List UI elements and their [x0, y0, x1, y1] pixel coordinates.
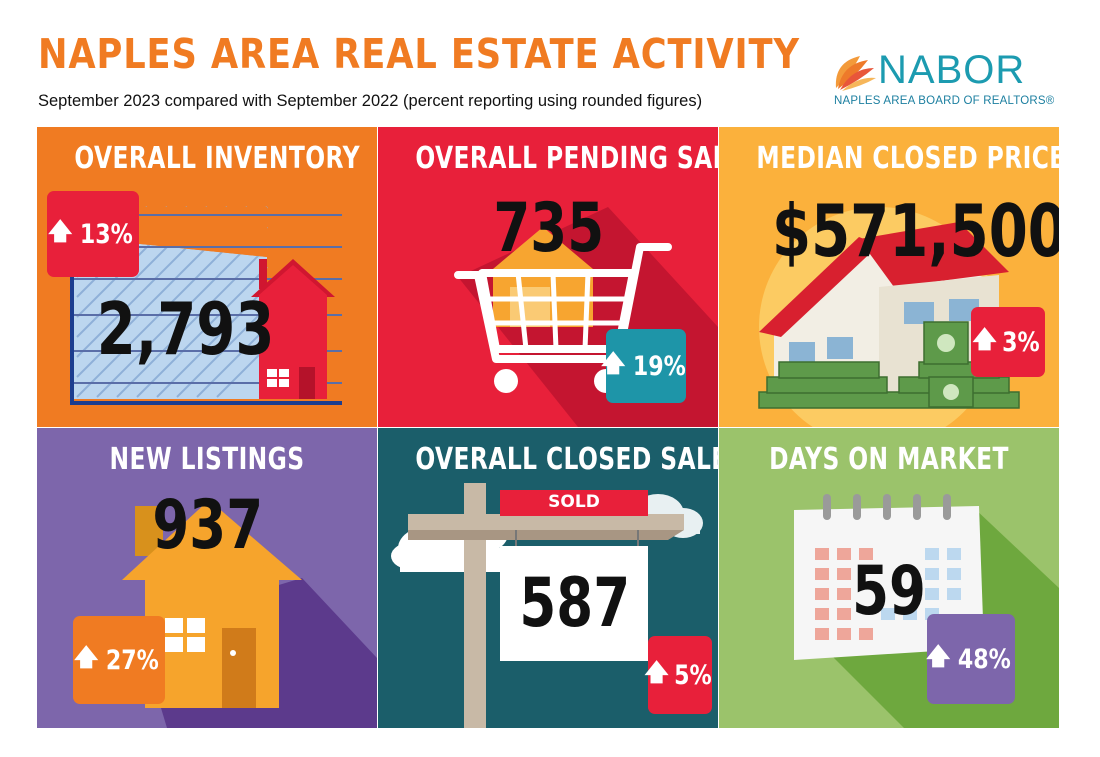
- panel-new-listings: NEW LISTINGS 937 🡅 27%: [37, 428, 377, 728]
- panel-value: 587: [519, 564, 631, 643]
- sold-sign-icon: [391, 483, 703, 728]
- logo-tagline: NAPLES AREA BOARD OF REALTORS®: [834, 95, 1055, 107]
- panel-title: NEW LISTINGS: [109, 442, 305, 477]
- change-value: 48%: [957, 643, 1011, 675]
- house-icon: [122, 500, 377, 728]
- arrow-up-icon: 🡅: [600, 348, 626, 377]
- shell-icon: [835, 56, 876, 91]
- change-badge: 🡅 48%: [925, 614, 1015, 704]
- panel-days-on-market: DAYS ON MARKET 59 🡅 48%: [719, 428, 1059, 728]
- panel-title: OVERALL CLOSED SALES: [415, 442, 718, 477]
- panel-value: 59: [852, 552, 926, 631]
- nabor-logo: NABOR NAPLES AREA BOARD OF REALTORS®: [832, 48, 1062, 110]
- panel-overall-pending-sales: OVERALL PENDING SALES 735 🡅19%: [378, 127, 718, 427]
- arrow-up-icon: 🡅: [925, 641, 951, 670]
- panel-overall-closed-sales: OVERALL CLOSED SALES SOLD 587 🡅 5%: [378, 428, 718, 728]
- panel-title: MEDIAN CLOSED PRICE: [756, 141, 1059, 176]
- page-title: NAPLES AREA REAL ESTATE ACTIVITY: [38, 30, 800, 78]
- panel-overall-inventory: OVERALL INVENTORY 2,793 🡅 13%: [37, 127, 377, 427]
- change-badge: 🡅 13%: [47, 191, 139, 277]
- arrow-up-icon: 🡅: [73, 642, 99, 671]
- panel-value: 937: [152, 486, 264, 565]
- panel-title: DAYS ON MARKET: [769, 442, 1009, 477]
- arrow-up-icon: 🡅: [644, 657, 669, 686]
- change-badge: 🡅 3%: [971, 307, 1045, 377]
- arrow-up-icon: 🡅: [972, 324, 997, 353]
- stats-grid: OVERALL INVENTORY 2,793 🡅 13% OVERALL PEN…: [37, 127, 1059, 728]
- change-badge: 🡅 27%: [73, 616, 165, 704]
- page-subtitle: September 2023 compared with September 2…: [38, 92, 703, 110]
- change-badge: 🡅 19%: [601, 329, 686, 403]
- change-badge: 🡅 5%: [644, 636, 712, 714]
- panel-value: 2,793: [96, 287, 275, 371]
- arrow-up-icon: 🡅: [47, 216, 73, 245]
- house-money-icon: [758, 207, 1020, 427]
- sold-label: SOLD: [548, 492, 600, 512]
- house-graph-icon: [70, 206, 342, 405]
- logo-name: NABOR: [878, 48, 1026, 92]
- panel-median-closed-price: MEDIAN CLOSED PRICE $571,500 🡅 3%: [719, 127, 1059, 427]
- panel-title: OVERALL PENDING SALES: [415, 141, 718, 176]
- change-value: 3%: [1002, 326, 1040, 358]
- panel-value: $571,500: [772, 189, 1059, 273]
- change-value: 5%: [674, 659, 712, 691]
- panel-value: 735: [493, 189, 605, 268]
- change-value: 27%: [105, 644, 159, 676]
- panel-title: OVERALL INVENTORY: [74, 141, 361, 176]
- change-value: 13%: [79, 218, 133, 250]
- change-value: 19%: [632, 350, 686, 382]
